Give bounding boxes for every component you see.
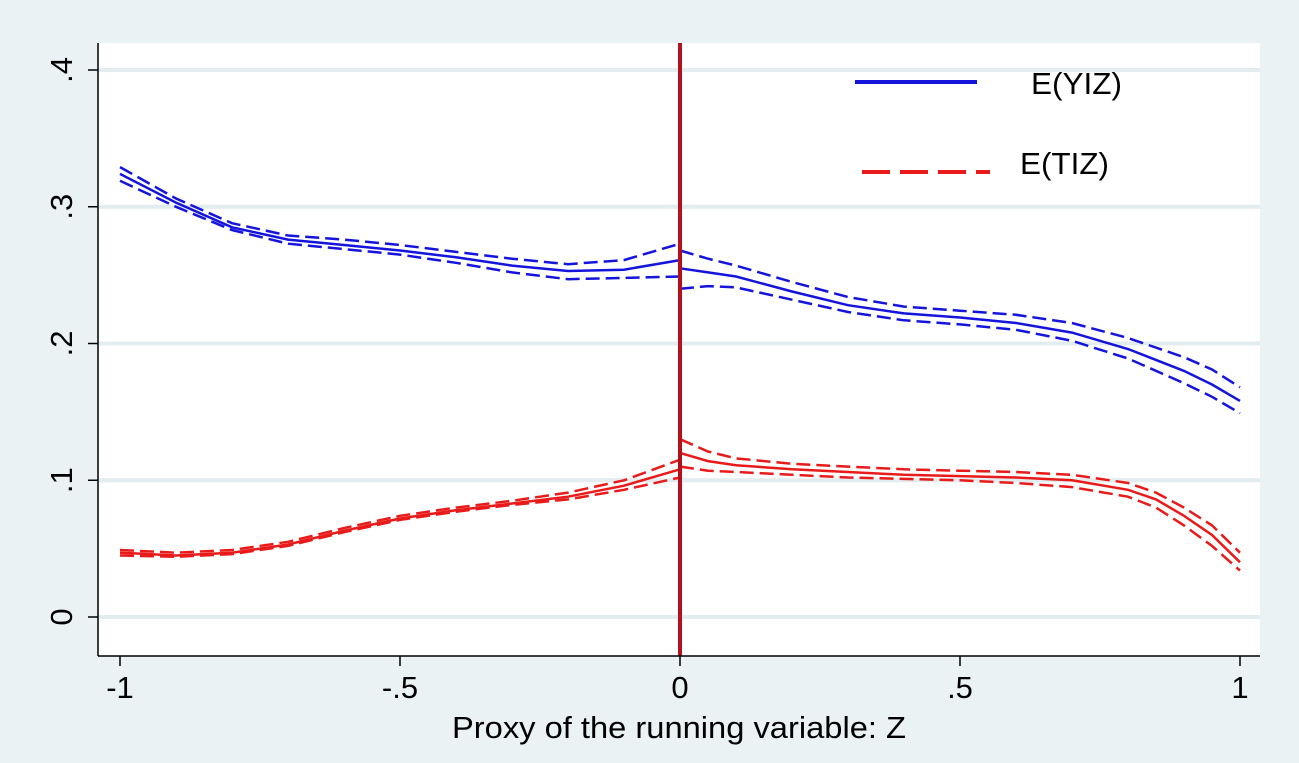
y-tick-label: .1 bbox=[44, 467, 79, 493]
legend-label-tiz: E(TIZ) bbox=[1020, 146, 1109, 181]
ci-upper-tiz-seg0 bbox=[119, 458, 681, 554]
fitted-lines bbox=[119, 172, 1241, 564]
legend-label-yiz: E(YIZ) bbox=[1031, 66, 1122, 101]
fit-line-yiz-seg0 bbox=[119, 172, 681, 273]
ci-upper-tiz-seg1 bbox=[679, 438, 1241, 554]
x-tick-label: .5 bbox=[947, 670, 973, 705]
x-tick-label: -.5 bbox=[382, 670, 418, 705]
ci-lower-yiz-seg1 bbox=[679, 284, 1241, 415]
x-axis-title: Proxy of the running variable: Z bbox=[452, 710, 906, 745]
fit-line-tiz-seg0 bbox=[119, 468, 681, 557]
ci-lower-yiz-seg0 bbox=[119, 179, 681, 281]
x-tick-label: 1 bbox=[1231, 670, 1248, 705]
ci-upper-yiz-seg0 bbox=[119, 166, 681, 266]
ci-lower-tiz-seg0 bbox=[119, 476, 681, 559]
y-tick-label: .3 bbox=[44, 194, 79, 220]
y-tick-label: 0 bbox=[44, 608, 79, 625]
y-tick-label: .2 bbox=[44, 331, 79, 357]
x-axis-ticks: -1 -.5 0 .5 1 bbox=[106, 656, 1249, 705]
x-tick-label: -1 bbox=[106, 670, 134, 705]
ci-upper-yiz-seg1 bbox=[679, 249, 1241, 389]
y-axis-ticks: 0 .1 .2 .3 .4 bbox=[44, 57, 98, 626]
fit-line-tiz-seg1 bbox=[679, 451, 1241, 564]
legend: E(YIZ) E(TIZ) bbox=[855, 66, 1122, 181]
confidence-bands bbox=[119, 166, 1241, 572]
x-tick-label: 0 bbox=[671, 670, 688, 705]
y-tick-label: .4 bbox=[44, 57, 79, 83]
ci-lower-tiz-seg1 bbox=[679, 465, 1241, 572]
fit-line-yiz-seg1 bbox=[679, 267, 1241, 402]
